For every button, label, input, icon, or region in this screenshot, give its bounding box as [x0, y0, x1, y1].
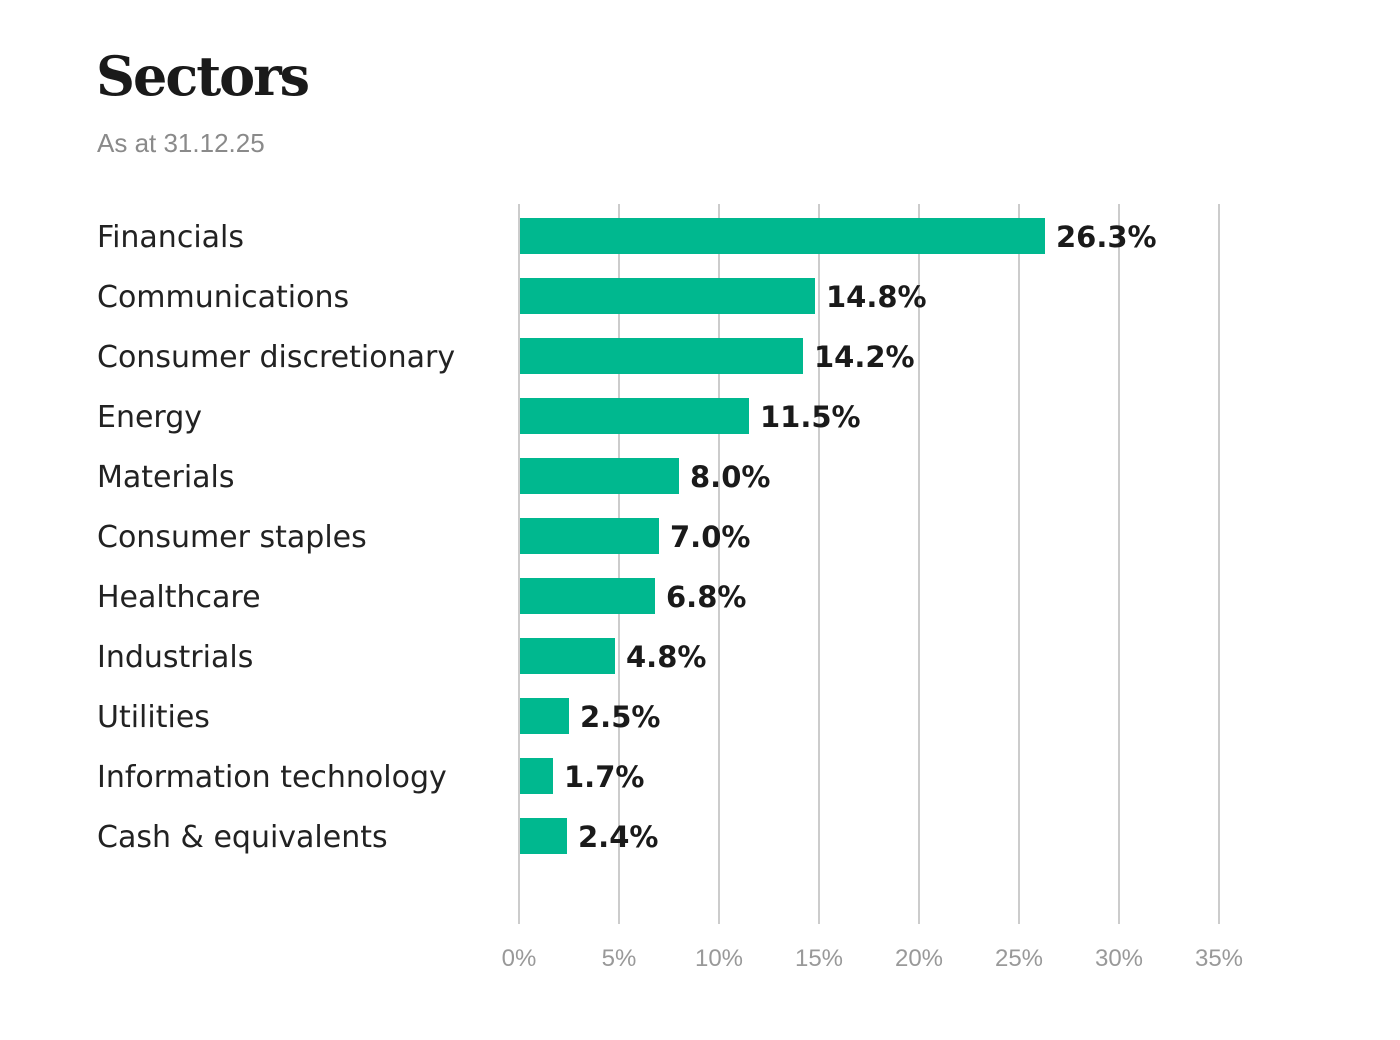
data-label: 11.5% — [760, 400, 861, 434]
chart-title: Sectors — [96, 44, 310, 108]
category-label: Industrials — [97, 640, 253, 675]
category-label: Energy — [97, 400, 202, 435]
category-label: Consumer staples — [97, 520, 367, 555]
category-label: Financials — [97, 220, 244, 255]
category-label: Healthcare — [97, 580, 261, 615]
data-label: 2.5% — [580, 700, 660, 734]
x-tick-label: 20% — [895, 945, 943, 972]
x-tick-label: 10% — [695, 945, 743, 972]
data-label: 14.8% — [826, 280, 927, 314]
x-tick-label: 0% — [502, 945, 537, 972]
category-label: Communications — [97, 280, 349, 315]
chart-subtitle: As at 31.12.25 — [97, 128, 265, 158]
x-tick-label: 25% — [995, 945, 1043, 972]
x-tick-label: 35% — [1195, 945, 1243, 972]
data-label: 4.8% — [626, 640, 706, 674]
bar — [520, 698, 569, 734]
x-tick-label: 15% — [795, 945, 843, 972]
x-tick-label: 30% — [1095, 945, 1143, 972]
category-label: Consumer discretionary — [97, 340, 455, 375]
bar — [520, 578, 655, 614]
bar — [520, 218, 1045, 254]
bar — [520, 518, 659, 554]
data-label: 14.2% — [814, 340, 915, 374]
x-tick-label: 5% — [602, 945, 637, 972]
data-label: 1.7% — [564, 760, 644, 794]
data-label: 7.0% — [670, 520, 750, 554]
bar — [520, 758, 553, 794]
category-label: Information technology — [97, 760, 447, 795]
data-label: 8.0% — [690, 460, 770, 494]
bar — [520, 638, 615, 674]
data-label: 2.4% — [578, 820, 658, 854]
bar — [520, 458, 679, 494]
bar — [520, 278, 815, 314]
bar — [520, 398, 749, 434]
category-label: Utilities — [97, 700, 210, 735]
bar — [520, 818, 567, 854]
category-label: Cash & equivalents — [97, 820, 388, 855]
data-label: 6.8% — [666, 580, 746, 614]
bar — [520, 338, 803, 374]
data-label: 26.3% — [1056, 220, 1157, 254]
category-label: Materials — [97, 460, 235, 495]
